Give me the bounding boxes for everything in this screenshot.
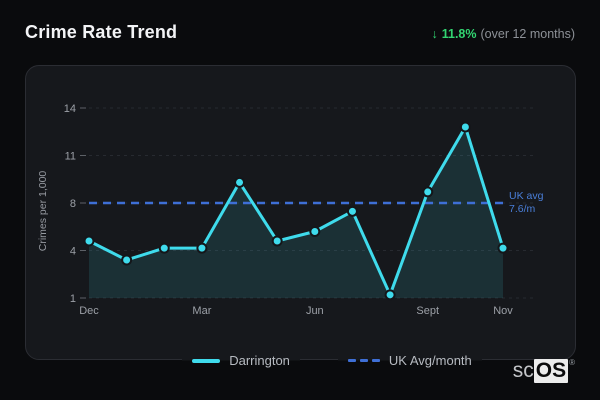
svg-text:Crimes per 1,000: Crimes per 1,000 (37, 171, 49, 252)
svg-text:8: 8 (70, 198, 76, 210)
header: Crime Rate Trend ↓ 11.8% (over 12 months… (25, 22, 575, 43)
trend-value: 11.8% (441, 27, 477, 41)
legend-label: UK Avg/month (388, 353, 472, 368)
svg-text:7.6/m: 7.6/m (509, 203, 536, 215)
logo-box: OS (533, 359, 569, 383)
legend-item-uk-avg[interactable]: UK Avg/month (337, 350, 482, 371)
svg-text:Dec: Dec (79, 305, 99, 317)
legend-item-darrington[interactable]: Darrington (182, 350, 300, 371)
svg-text:11: 11 (65, 151, 76, 163)
solid-line-swatch-icon (192, 358, 221, 363)
chart-card: 14 11 8 4 1 Crimes per 1,000 Dec Mar Jun Sept Nov U… (25, 65, 576, 360)
registered-mark: ® (569, 358, 575, 367)
chart-legend: Darrington UK Avg/month (32, 350, 600, 371)
svg-text:Nov: Nov (493, 305, 513, 317)
svg-text:Sept: Sept (416, 305, 439, 317)
svg-text:4: 4 (70, 246, 76, 258)
trend-indicator: ↓ 11.8% (over 12 months) (432, 27, 576, 41)
svg-text:UK avg: UK avg (509, 190, 544, 202)
trend-period: (over 12 months) (480, 27, 575, 41)
logo-prefix: sc (512, 359, 534, 382)
scos-logo: sc OS ® (513, 359, 575, 383)
svg-text:14: 14 (64, 103, 76, 115)
legend-label: Darrington (229, 353, 290, 368)
svg-text:Jun: Jun (306, 305, 324, 317)
dashed-line-swatch-icon (347, 359, 380, 362)
crime-trend-line-chart[interactable]: 14 11 8 4 1 Crimes per 1,000 Dec Mar Jun Sept Nov U… (26, 66, 577, 361)
svg-text:Mar: Mar (192, 305, 211, 317)
svg-text:1: 1 (70, 293, 76, 305)
page-title: Crime Rate Trend (25, 22, 178, 42)
trend-down-arrow-icon: ↓ (431, 27, 438, 41)
